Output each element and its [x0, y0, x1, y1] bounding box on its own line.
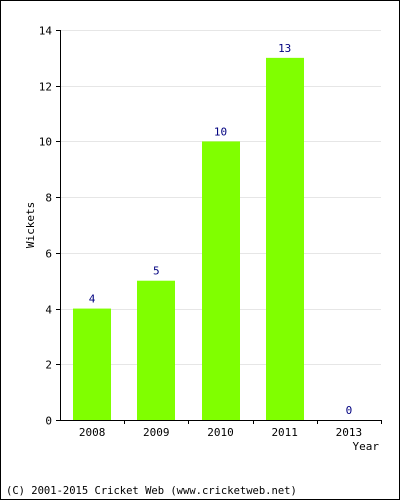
y-axis-title: Wickets [24, 202, 37, 248]
x-tick-layer: 2008 2009 2010 2011 2013 [79, 420, 382, 439]
x-axis-title: Year [353, 440, 380, 453]
y-tick-label: 4 [45, 304, 52, 317]
x-tick-label: 2010 [207, 426, 234, 439]
copyright-footer: (C) 2001-2015 Cricket Web (www.cricketwe… [6, 485, 297, 497]
data-label-2011: 13 [278, 42, 291, 55]
bar-2008 [73, 308, 111, 420]
y-tick-label: 6 [45, 248, 52, 261]
x-tick-label: 2013 [336, 426, 363, 439]
y-tick-label: 12 [39, 81, 52, 94]
y-tick-label: 0 [45, 415, 52, 428]
data-label-layer: 4 5 10 13 0 [89, 42, 352, 417]
y-tick-layer: 0 2 4 6 8 10 12 14 [39, 25, 60, 428]
y-tick-label: 8 [45, 192, 52, 205]
data-label-2010: 10 [214, 125, 227, 138]
y-tick-label: 14 [39, 25, 53, 38]
x-tick-label: 2008 [79, 426, 106, 439]
bar-layer [73, 57, 304, 420]
data-label-2009: 5 [153, 265, 160, 278]
bar-2010 [202, 141, 240, 420]
bar-2011 [266, 57, 304, 420]
axis-layer [60, 30, 381, 421]
y-tick-label: 10 [39, 136, 52, 149]
bar-2009 [137, 280, 175, 420]
grid-layer [60, 30, 381, 365]
data-label-2013: 0 [346, 404, 353, 417]
x-tick-label: 2009 [143, 426, 170, 439]
x-tick-label: 2011 [271, 426, 298, 439]
y-tick-label: 2 [45, 359, 52, 372]
data-label-2008: 4 [89, 293, 96, 306]
